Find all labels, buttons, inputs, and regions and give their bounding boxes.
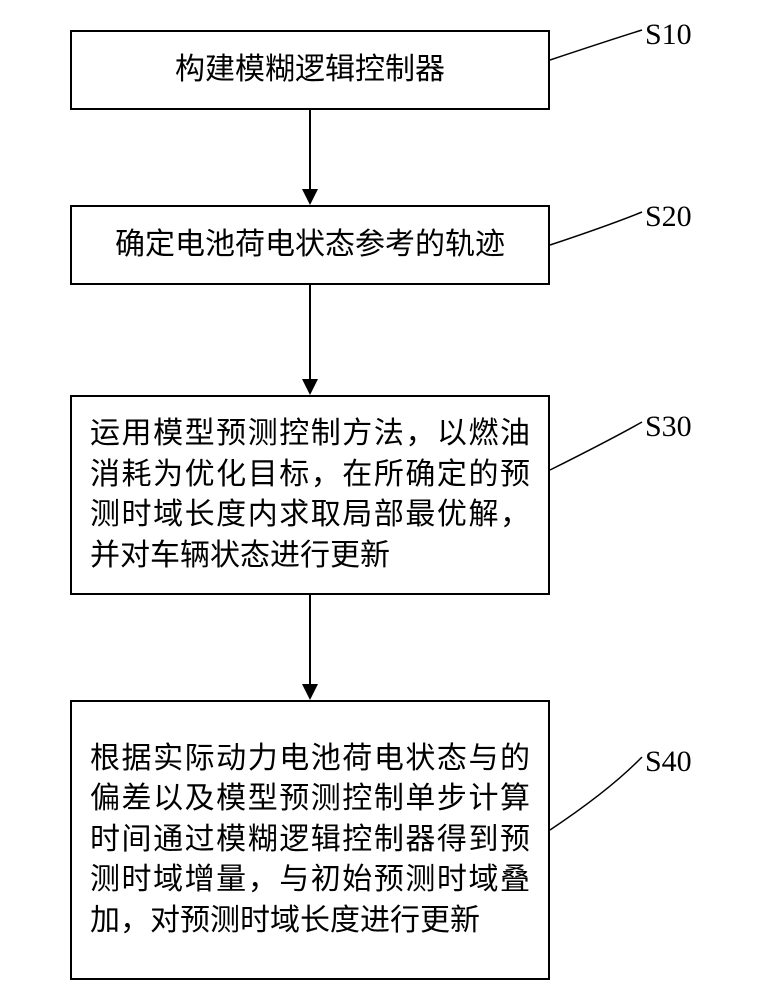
flow-step-label-s40: S40 — [645, 745, 692, 779]
flow-node-text: 根据实际动力电池荷电状态与的偏差以及模型预测控制单步计算时间通过模糊逻辑控制器得… — [90, 739, 530, 942]
flow-node-s10: 构建模糊逻辑控制器 — [70, 30, 550, 110]
flow-arrow — [295, 110, 325, 205]
flowchart-canvas: 构建模糊逻辑控制器 S10 确定电池荷电状态参考的轨迹 S20 运用模型预测控制方法，以… — [0, 0, 775, 1000]
flow-node-text: 运用模型预测控制方法，以燃油消耗为优化目标，在所确定的预测时域长度内求取局部最优… — [90, 414, 530, 576]
flow-step-label-s30: S30 — [645, 410, 692, 444]
flow-step-label-s10: S10 — [645, 18, 692, 52]
flow-node-s30: 运用模型预测控制方法，以燃油消耗为优化目标，在所确定的预测时域长度内求取局部最优… — [70, 395, 550, 595]
flow-step-label-s20: S20 — [645, 200, 692, 234]
flow-node-s40: 根据实际动力电池荷电状态与的偏差以及模型预测控制单步计算时间通过模糊逻辑控制器得… — [70, 700, 550, 980]
flow-arrow — [295, 595, 325, 700]
flow-node-text: 确定电池荷电状态参考的轨迹 — [115, 225, 505, 266]
flow-node-s20: 确定电池荷电状态参考的轨迹 — [70, 205, 550, 285]
flow-arrow — [295, 285, 325, 395]
flow-node-text: 构建模糊逻辑控制器 — [175, 50, 445, 91]
